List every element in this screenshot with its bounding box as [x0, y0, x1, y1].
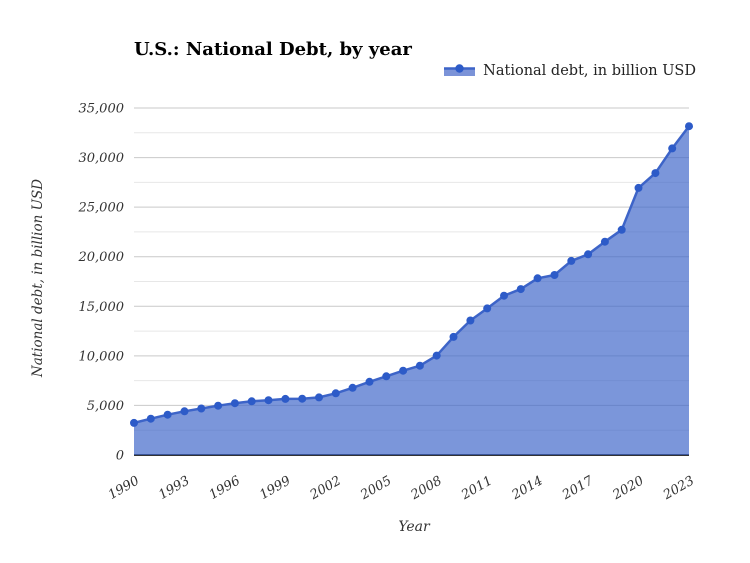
- data-point-marker: [415, 361, 424, 370]
- data-point-marker: [298, 394, 307, 403]
- data-point-marker: [348, 383, 357, 392]
- x-tick-label: 1999: [257, 473, 293, 503]
- data-point-marker: [315, 393, 323, 402]
- data-point-marker: [634, 183, 643, 192]
- data-point-marker: [483, 304, 492, 313]
- data-point-marker: [214, 401, 223, 410]
- chart-title: U.S.: National Debt, by year: [134, 39, 412, 60]
- data-point-marker: [466, 316, 475, 325]
- data-point-marker: [130, 418, 138, 427]
- x-axis-title: Year: [398, 519, 430, 535]
- y-tick-label: 5,000: [87, 399, 124, 414]
- data-point-marker: [533, 274, 542, 283]
- x-tick-label: 2014: [509, 473, 546, 503]
- data-point-marker: [281, 394, 290, 403]
- y-axis-title: National debt, in billion USD: [30, 178, 46, 378]
- data-point-marker: [685, 122, 693, 131]
- data-point-marker: [432, 351, 441, 360]
- y-tick-label: 30,000: [79, 151, 125, 166]
- area-fill: [134, 126, 689, 455]
- data-point-marker: [617, 225, 626, 234]
- data-point-marker: [668, 144, 677, 153]
- data-point-marker: [264, 396, 273, 405]
- x-tick-label: 2011: [458, 473, 495, 503]
- data-point-marker: [651, 169, 660, 178]
- data-point-marker: [163, 410, 172, 419]
- data-point-marker: [197, 404, 206, 413]
- legend-label: National debt, in billion USD: [483, 63, 696, 79]
- x-tick-label: 2023: [660, 473, 697, 503]
- data-point-marker: [365, 377, 374, 386]
- x-tick-label: 1990: [106, 473, 142, 503]
- legend: National debt, in billion USD: [444, 63, 696, 79]
- x-tick-label: 2005: [357, 473, 394, 503]
- legend-marker-dot-icon: [455, 64, 464, 73]
- x-tick-label: 2017: [559, 473, 597, 503]
- data-point-marker: [500, 291, 508, 300]
- data-point-marker: [247, 397, 256, 406]
- x-tick-label: 2020: [610, 473, 647, 503]
- x-tick-label: 1993: [156, 473, 192, 503]
- data-point-marker: [146, 414, 155, 423]
- y-tick-label: 20,000: [78, 250, 125, 265]
- data-point-marker: [180, 407, 189, 416]
- y-tick-label: 15,000: [79, 300, 125, 315]
- y-tick-label: 35,000: [79, 102, 125, 117]
- x-tick-label: 1996: [207, 473, 243, 503]
- data-point-marker: [449, 332, 458, 341]
- y-tick-label: 25,000: [78, 201, 125, 216]
- data-point-marker: [567, 256, 576, 265]
- legend-swatch-area-icon: [444, 64, 476, 76]
- x-tick-label: 2002: [307, 473, 344, 503]
- debt-line: [132, 124, 691, 425]
- data-point-marker: [230, 399, 239, 408]
- y-tick-label: 10,000: [79, 349, 125, 364]
- data-point-marker: [516, 285, 525, 294]
- data-point-marker: [550, 271, 559, 279]
- data-point-marker: [600, 237, 609, 246]
- y-tick-label: 0: [116, 449, 124, 464]
- data-point-marker: [331, 389, 340, 398]
- data-point-marker: [399, 366, 408, 375]
- x-tick-label: 2008: [408, 473, 445, 503]
- data-point-marker: [382, 372, 391, 381]
- data-point-marker: [584, 250, 593, 259]
